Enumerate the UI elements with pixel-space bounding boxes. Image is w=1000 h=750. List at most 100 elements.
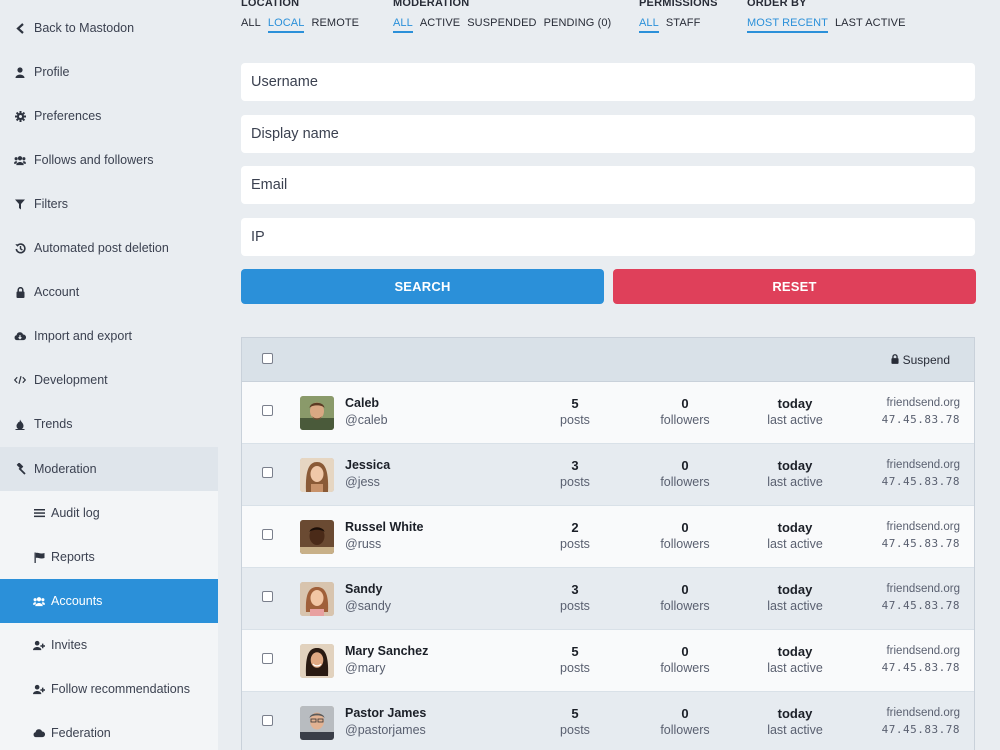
account-domain: friendsend.org: [886, 707, 960, 719]
sidebar-item-audit-log[interactable]: Audit log: [0, 491, 218, 535]
reset-button[interactable]: Reset: [613, 269, 976, 304]
row-checkbox[interactable]: [262, 653, 273, 664]
account-ip: 47.45.83.78: [881, 723, 960, 736]
account-handle: @pastorjames: [345, 723, 426, 737]
activity-stat: today last active: [740, 520, 850, 551]
sidebar-item-development[interactable]: Development: [0, 358, 218, 402]
account-handle: @sandy: [345, 599, 392, 613]
username-input[interactable]: [241, 63, 975, 101]
suspend-label: Suspend: [902, 353, 950, 367]
account-display-name[interactable]: Russel White: [345, 520, 424, 534]
users-icon: [14, 154, 26, 166]
account-display-name[interactable]: Jessica: [345, 458, 391, 472]
filter-permissions-all[interactable]: All: [639, 17, 659, 33]
filter-moderation-suspended[interactable]: Suspended: [467, 17, 537, 29]
account-handle: @caleb: [345, 413, 388, 427]
sidebar-item-follow-recommendations[interactable]: Follow recommendations: [0, 667, 218, 711]
followers-count: 0: [681, 644, 689, 659]
filter-location: Location All Local Remote: [241, 0, 359, 33]
server-info: friendsend.org 47.45.83.78: [882, 521, 960, 550]
filter-title: Permissions: [639, 0, 718, 9]
table-row: Pastor James @pastorjames 5 posts 0 follow…: [242, 692, 974, 750]
avatar[interactable]: [300, 520, 334, 554]
sidebar-item-label: Automated post deletion: [34, 241, 169, 255]
followers-label: followers: [660, 599, 710, 613]
account-display-name[interactable]: Caleb: [345, 396, 380, 410]
sidebar-item-accounts[interactable]: Accounts: [0, 579, 218, 623]
account-display-name[interactable]: Sandy: [345, 582, 383, 596]
posts-stat: 5 posts: [520, 396, 630, 427]
followers-count: 0: [681, 582, 689, 597]
sidebar-item-federation[interactable]: Federation: [0, 711, 218, 750]
filter-permissions-staff[interactable]: Staff: [665, 17, 701, 29]
filter-moderation-active[interactable]: Active: [419, 17, 461, 29]
followers-stat: 0 followers: [630, 644, 740, 675]
table-row: Jessica @jess 3 posts 0 followers today las…: [242, 444, 974, 506]
posts-count: 5: [571, 396, 579, 411]
posts-stat: 3 posts: [520, 582, 630, 613]
filter-location-remote[interactable]: Remote: [311, 17, 360, 29]
filter-order-last-active[interactable]: Last active: [834, 17, 906, 29]
avatar[interactable]: [300, 582, 334, 616]
filter-moderation-pending[interactable]: Pending (0): [543, 17, 612, 29]
followers-stat: 0 followers: [630, 396, 740, 427]
account-display-name[interactable]: Pastor James: [345, 706, 427, 720]
sidebar-item-reports[interactable]: Reports: [0, 535, 218, 579]
fire-icon: [14, 418, 26, 430]
sidebar-item-follows[interactable]: Follows and followers: [0, 138, 218, 182]
suspend-button[interactable]: Suspend: [891, 353, 950, 367]
user-plus-icon: [33, 639, 45, 651]
search-button[interactable]: Search: [241, 269, 604, 304]
sidebar-item-import-export[interactable]: Import and export: [0, 314, 218, 358]
lock-icon: [891, 353, 899, 367]
followers-count: 0: [681, 458, 689, 473]
display-name-input[interactable]: [241, 115, 975, 153]
account-domain: friendsend.org: [886, 397, 960, 409]
avatar[interactable]: [300, 706, 334, 740]
last-active-value: today: [777, 458, 813, 473]
select-all-checkbox[interactable]: [262, 353, 273, 364]
account-display-name[interactable]: Mary Sanchez: [345, 644, 429, 658]
sidebar-item-trends[interactable]: Trends: [0, 402, 218, 446]
sidebar-item-account[interactable]: Account: [0, 270, 218, 314]
sidebar-item-profile[interactable]: Profile: [0, 50, 218, 94]
row-checkbox[interactable]: [262, 715, 273, 726]
filter-order-most-recent[interactable]: Most recent: [747, 17, 828, 33]
sidebar-item-label: Profile: [34, 65, 70, 79]
sidebar-item-automated-deletion[interactable]: Automated post deletion: [0, 226, 218, 270]
posts-label: posts: [560, 537, 590, 551]
sidebar-item-preferences[interactable]: Preferences: [0, 94, 218, 138]
filter-location-local[interactable]: Local: [267, 17, 305, 33]
sidebar-item-back[interactable]: Back to Mastodon: [0, 6, 218, 50]
sidebar-item-invites[interactable]: Invites: [0, 623, 218, 667]
avatar[interactable]: [300, 458, 334, 492]
avatar[interactable]: [300, 396, 334, 430]
posts-label: posts: [560, 599, 590, 613]
row-checkbox[interactable]: [262, 591, 273, 602]
followers-stat: 0 followers: [630, 520, 740, 551]
sidebar-item-label: Preferences: [34, 109, 102, 123]
row-checkbox[interactable]: [262, 467, 273, 478]
email-input[interactable]: [241, 166, 975, 204]
filter-location-all[interactable]: All: [241, 17, 261, 29]
sidebar-item-filters[interactable]: Filters: [0, 182, 218, 226]
followers-stat: 0 followers: [630, 458, 740, 489]
activity-stat: today last active: [740, 458, 850, 489]
sidebar-item-label: Federation: [51, 726, 111, 740]
row-checkbox[interactable]: [262, 529, 273, 540]
table-row: Mary Sanchez @mary 5 posts 0 followers tod…: [242, 630, 974, 692]
filter-moderation: Moderation All Active Suspended Pending …: [393, 0, 611, 33]
row-checkbox[interactable]: [262, 405, 273, 416]
sidebar-item-moderation[interactable]: Moderation: [0, 447, 218, 491]
ip-input[interactable]: [241, 218, 975, 256]
activity-stat: today last active: [740, 396, 850, 427]
filter-moderation-all[interactable]: All: [393, 17, 413, 33]
server-info: friendsend.org 47.45.83.78: [882, 397, 960, 426]
avatar[interactable]: [300, 644, 334, 678]
sidebar-item-label: Moderation: [34, 462, 97, 476]
user-icon: [14, 66, 26, 78]
flag-icon: [33, 551, 45, 563]
cloud-icon: [33, 727, 45, 739]
account-ip: 47.45.83.78: [881, 537, 960, 550]
table-row: Sandy @sandy 3 posts 0 followers today last…: [242, 568, 974, 630]
